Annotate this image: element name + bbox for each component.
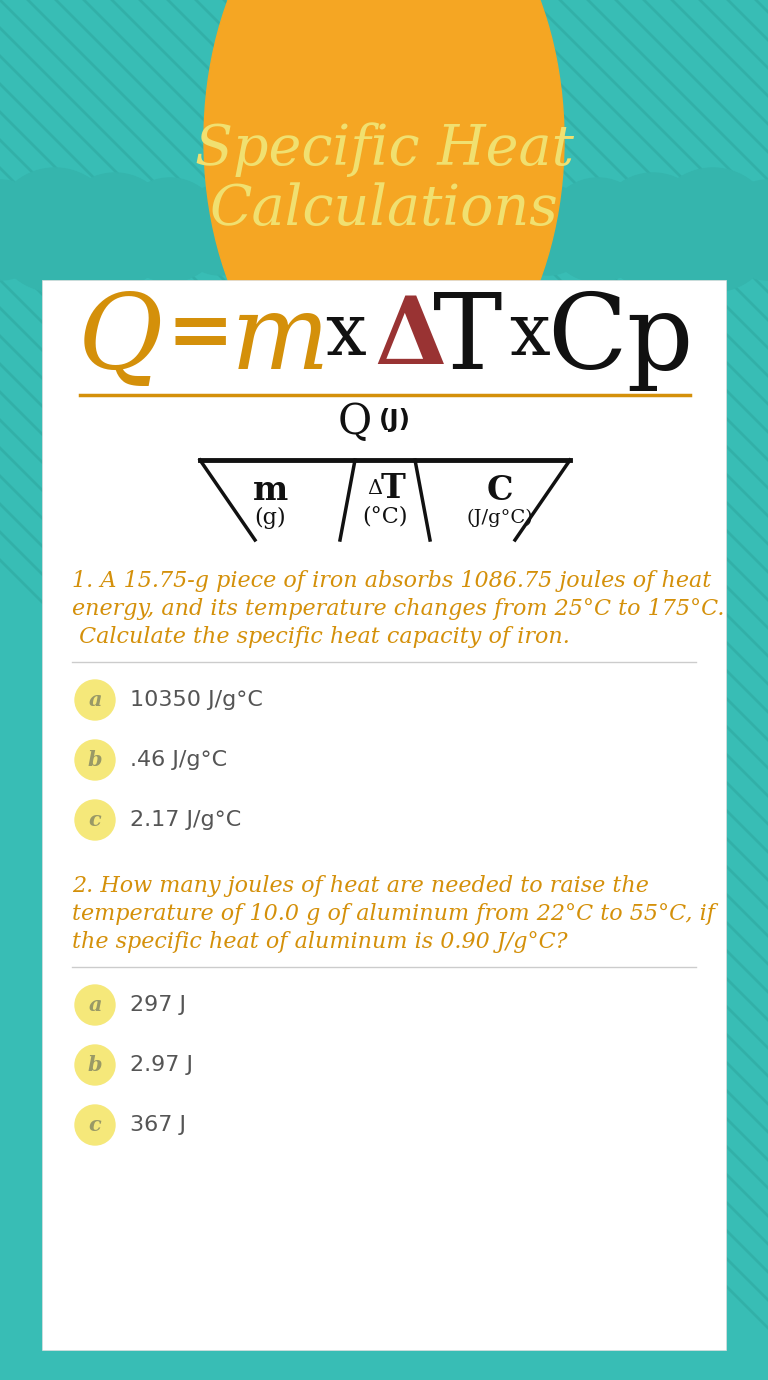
Circle shape	[0, 179, 50, 280]
Text: 2. How many joules of heat are needed to raise the: 2. How many joules of heat are needed to…	[72, 875, 649, 897]
Circle shape	[118, 178, 222, 282]
Text: b: b	[88, 1054, 102, 1075]
Text: 2.17 J/g°C: 2.17 J/g°C	[130, 810, 241, 829]
Text: Specific Heat: Specific Heat	[194, 123, 574, 178]
Text: =: =	[167, 295, 233, 374]
Text: c: c	[88, 1115, 101, 1134]
Circle shape	[503, 185, 593, 275]
Text: 1. A 15.75-g piece of iron absorbs 1086.75 joules of heat: 1. A 15.75-g piece of iron absorbs 1086.…	[72, 570, 711, 592]
Text: energy, and its temperature changes from 25°C to 175°C.: energy, and its temperature changes from…	[72, 598, 724, 620]
Text: C: C	[487, 473, 513, 506]
Text: b: b	[88, 749, 102, 770]
Circle shape	[58, 172, 172, 287]
Circle shape	[75, 985, 115, 1025]
Text: T: T	[433, 288, 503, 391]
Text: 297 J: 297 J	[130, 995, 186, 1016]
Circle shape	[75, 740, 115, 780]
Text: a: a	[88, 690, 101, 709]
Circle shape	[718, 179, 768, 280]
Circle shape	[175, 185, 265, 275]
Text: Calculations: Calculations	[210, 182, 558, 237]
Text: temperature of 10.0 g of aluminum from 22°C to 55°C, if: temperature of 10.0 g of aluminum from 2…	[72, 903, 715, 925]
Text: (g): (g)	[254, 506, 286, 529]
Text: m: m	[230, 290, 329, 391]
Circle shape	[75, 680, 115, 720]
Circle shape	[75, 1045, 115, 1085]
Text: m: m	[253, 473, 288, 506]
Circle shape	[546, 178, 650, 282]
Circle shape	[651, 168, 768, 293]
Text: a: a	[88, 995, 101, 1016]
Text: c: c	[88, 810, 101, 829]
Text: 367 J: 367 J	[130, 1115, 186, 1134]
Text: x: x	[510, 299, 551, 370]
Circle shape	[596, 172, 710, 287]
Text: the specific heat of aluminum is 0.90 J/g°C?: the specific heat of aluminum is 0.90 J/…	[72, 932, 568, 954]
Text: Δ: Δ	[367, 479, 382, 498]
Ellipse shape	[204, 0, 564, 420]
Text: Cp: Cp	[547, 288, 694, 391]
Text: 2.97 J: 2.97 J	[130, 1054, 193, 1075]
Text: (J): (J)	[379, 408, 411, 432]
Text: 10350 J/g°C: 10350 J/g°C	[130, 690, 263, 709]
Text: x: x	[325, 299, 366, 370]
Text: (°C): (°C)	[362, 505, 408, 527]
Circle shape	[75, 1105, 115, 1145]
Circle shape	[75, 800, 115, 840]
Text: Q: Q	[78, 290, 163, 391]
Text: Q: Q	[338, 402, 372, 443]
FancyBboxPatch shape	[42, 280, 726, 1350]
Text: T: T	[381, 472, 406, 505]
Text: .46 J/g°C: .46 J/g°C	[130, 749, 227, 770]
Text: (J/g°C): (J/g°C)	[467, 509, 533, 527]
Text: Δ: Δ	[374, 293, 446, 384]
Text: Calculate the specific heat capacity of iron.: Calculate the specific heat capacity of …	[72, 627, 570, 649]
Circle shape	[0, 168, 117, 293]
